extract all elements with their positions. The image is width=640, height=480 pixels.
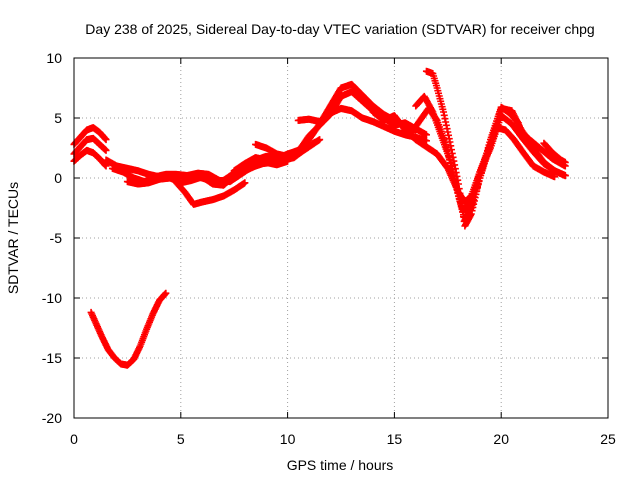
x-tick-label: 10 bbox=[280, 431, 296, 447]
data-point bbox=[551, 173, 559, 181]
series-track-q bbox=[87, 289, 170, 369]
y-tick-label: -5 bbox=[50, 230, 63, 246]
data-point bbox=[102, 136, 110, 144]
y-tick-label: -20 bbox=[42, 410, 62, 426]
y-tick-label: 5 bbox=[54, 110, 62, 126]
data-points bbox=[70, 67, 569, 369]
series-track-n bbox=[407, 104, 559, 216]
x-tick-label: 15 bbox=[387, 431, 403, 447]
data-point bbox=[561, 172, 569, 180]
x-tick-label: 0 bbox=[70, 431, 78, 447]
series-track-o bbox=[514, 122, 569, 170]
series-track-p bbox=[540, 139, 569, 166]
x-axis-label: GPS time / hours bbox=[287, 457, 394, 473]
x-tick-label: 5 bbox=[177, 431, 185, 447]
series-track-j bbox=[294, 104, 430, 145]
y-tick-label: 10 bbox=[46, 50, 62, 66]
y-tick-label: -10 bbox=[42, 290, 62, 306]
x-tick-label: 20 bbox=[493, 431, 509, 447]
y-axis-label: SDTVAR / TECUs bbox=[5, 182, 21, 294]
data-point bbox=[241, 179, 249, 187]
data-point bbox=[162, 289, 170, 297]
y-tick-label: 0 bbox=[54, 170, 62, 186]
series-track-g bbox=[173, 179, 249, 208]
data-point bbox=[311, 138, 319, 146]
axis-ticks: 0 5 10 15 20 25 -20 -15 -10 -5 0 5 10 bbox=[42, 50, 616, 447]
data-point bbox=[561, 158, 569, 166]
series-track-b bbox=[70, 134, 110, 158]
data-point bbox=[102, 146, 110, 154]
y-tick-label: -15 bbox=[42, 350, 62, 366]
data-point bbox=[316, 136, 324, 144]
series-track-a bbox=[70, 124, 110, 148]
chart-title: Day 238 of 2025, Sidereal Day-to-day VTE… bbox=[85, 21, 594, 37]
x-tick-label: 25 bbox=[600, 431, 616, 447]
